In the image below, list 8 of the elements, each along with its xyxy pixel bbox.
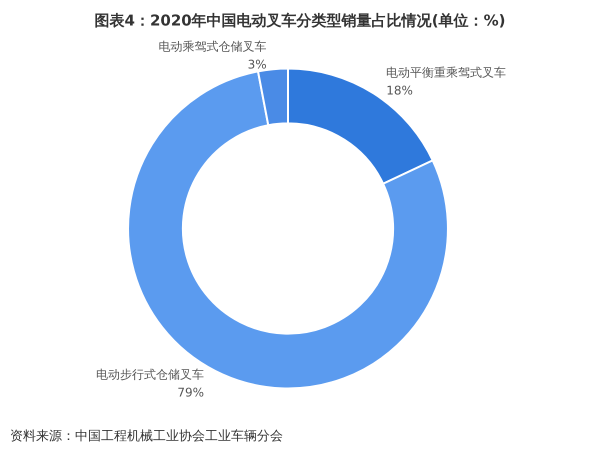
data-label: 3% <box>248 57 267 72</box>
slice-label: 电动步行式仓储叉车 <box>96 367 204 382</box>
data-label: 18% <box>386 84 413 98</box>
data-label: 79% <box>177 385 204 400</box>
chart-title: 图表4：2020年中国电动叉车分类型销量占比情况(单位：%) <box>94 12 506 30</box>
slice-label: 电动乘驾式仓储叉车 <box>158 39 267 54</box>
text: 资料来源：中国工程机械工业协会工业车辆分会 <box>10 429 283 444</box>
slice-label: 电动平衡重乘驾式叉车 <box>386 66 506 80</box>
